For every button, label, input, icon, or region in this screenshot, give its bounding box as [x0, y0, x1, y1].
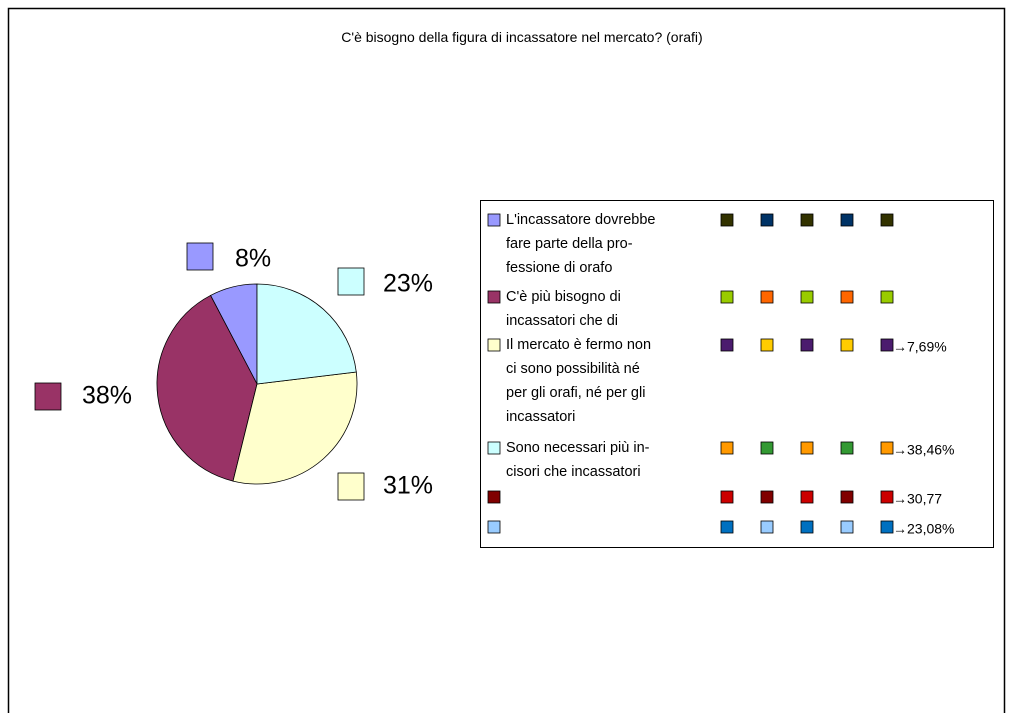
annotation: →7,69%: [893, 339, 947, 355]
legend-label: Il mercato è fermo non ci sono possibili…: [506, 337, 652, 425]
legend-box: [480, 200, 994, 548]
swatch: [760, 441, 774, 455]
swatch: [760, 338, 774, 352]
swatch: [840, 490, 854, 504]
data-label: 38%: [82, 382, 132, 410]
swatch: [880, 490, 894, 504]
swatch: [840, 213, 854, 227]
pie-slice: [256, 283, 357, 385]
swatch: [840, 441, 854, 455]
data-label: 23%: [383, 270, 433, 298]
data-label: 8%: [235, 245, 271, 273]
swatch: [720, 290, 734, 304]
swatch: [760, 290, 774, 304]
swatch: [760, 520, 774, 534]
pie-slice: [232, 371, 358, 485]
swatch: [800, 490, 814, 504]
label-swatch: [337, 267, 365, 296]
swatch: [720, 490, 734, 504]
annotation: →23,08%: [893, 521, 954, 537]
swatch: [880, 520, 894, 534]
legend-label: Sono necessari più in- cisori che incass…: [506, 440, 650, 480]
legend-swatch: [487, 441, 501, 455]
legend-label: L'incassatore dovrebbe fare parte della …: [506, 212, 656, 276]
legend-label: C'è più bisogno di incassatori che di: [506, 289, 621, 329]
swatch: [720, 520, 734, 534]
swatch: [880, 441, 894, 455]
label-swatch: [186, 242, 214, 271]
chart-title: C'è bisogno della figura di incassatore …: [341, 29, 702, 45]
annotation: →38,46%: [893, 442, 954, 458]
swatch: [880, 213, 894, 227]
data-label: 31%: [383, 472, 433, 500]
swatch: [880, 338, 894, 352]
swatch: [880, 290, 894, 304]
swatch: [840, 520, 854, 534]
chart-frame: [7, 7, 1006, 713]
swatch: [720, 441, 734, 455]
annotation: →30,77: [893, 491, 942, 507]
swatch: [800, 520, 814, 534]
swatch: [720, 338, 734, 352]
pie-slice: [156, 294, 258, 482]
label-swatch: [337, 472, 365, 501]
swatch: [840, 338, 854, 352]
swatch: [720, 213, 734, 227]
swatch: [800, 441, 814, 455]
swatch: [840, 290, 854, 304]
swatch: [800, 338, 814, 352]
swatch: [800, 290, 814, 304]
legend-swatch: [487, 290, 501, 304]
legend-swatch-grid: [487, 213, 894, 534]
label-swatch: [34, 382, 62, 411]
swatch: [800, 213, 814, 227]
legend-swatch: [487, 338, 501, 352]
swatch: [487, 520, 501, 534]
swatch: [760, 213, 774, 227]
swatch: [487, 490, 501, 504]
legend-swatch: [487, 213, 501, 227]
swatch: [760, 490, 774, 504]
